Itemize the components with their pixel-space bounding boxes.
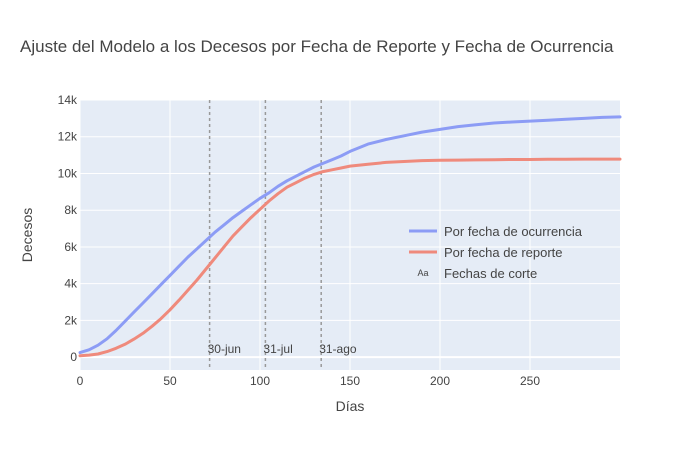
y-axis-ticks: 0 2k 4k 6k 8k 10k 12k 14k	[58, 93, 78, 364]
x-tick-label: 100	[250, 374, 270, 388]
y-tick-label: 14k	[58, 93, 78, 107]
legend-label-ocurrencia: Por fecha de ocurrencia	[444, 224, 583, 239]
series-line-reporte	[78, 157, 622, 358]
legend-label-cortes: Fechas de corte	[444, 266, 537, 281]
series-lines	[78, 115, 622, 358]
x-axis-title: Días	[336, 398, 365, 414]
y-tick-label: 0	[70, 350, 77, 364]
cutoff-lines: 30-jun 31-jul 31-ago	[208, 100, 357, 370]
x-tick-label: 150	[340, 374, 360, 388]
y-tick-label: 8k	[64, 203, 78, 217]
legend[interactable]: Por fecha de ocurrencia Por fecha de rep…	[409, 224, 583, 281]
legend-marker-text-icon: Aa	[417, 268, 428, 278]
y-tick-label: 4k	[64, 277, 78, 291]
y-tick-label: 6k	[64, 240, 78, 254]
x-tick-label: 50	[163, 374, 177, 388]
y-tick-label: 12k	[58, 130, 78, 144]
legend-label-reporte: Por fecha de reporte	[444, 245, 563, 260]
x-tick-label: 0	[77, 374, 84, 388]
y-axis-title: Decesos	[19, 208, 35, 262]
chart-title: Ajuste del Modelo a los Decesos por Fech…	[20, 37, 614, 56]
series-line-ocurrencia	[78, 115, 622, 355]
x-tick-label: 200	[430, 374, 450, 388]
cutoff-label: 30-jun	[208, 342, 241, 356]
x-axis-ticks: 0 50 100 150 200 250	[77, 374, 541, 388]
gridlines	[79, 99, 620, 370]
cutoff-label: 31-ago	[319, 342, 357, 356]
y-tick-label: 2k	[64, 313, 78, 327]
y-tick-label: 10k	[58, 166, 78, 180]
cutoff-label: 31-jul	[263, 342, 292, 356]
x-tick-label: 250	[520, 374, 540, 388]
